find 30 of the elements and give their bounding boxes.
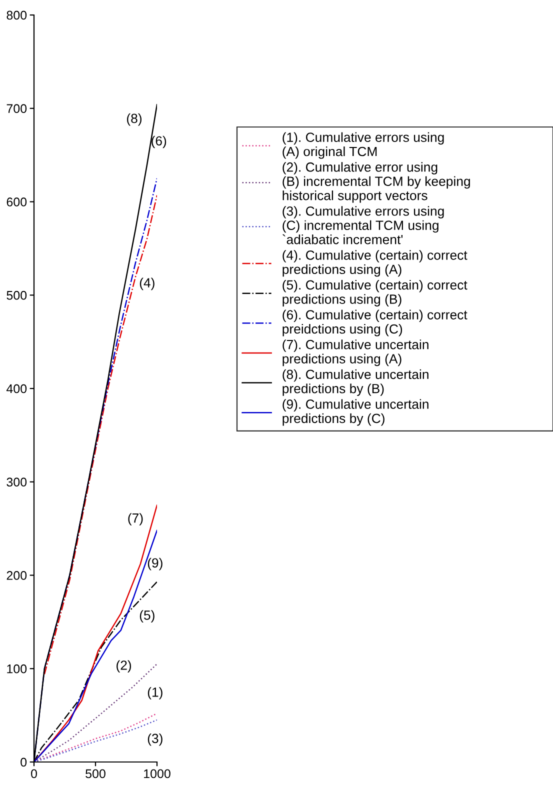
y-tick-label: 600: [6, 198, 27, 206]
y-tick-label: 200: [6, 571, 27, 580]
x-tick-label: 1000: [144, 769, 170, 778]
legend-label: (2). Cumulative error using (B) incremental TCM by keeping historical support vectors: [282, 162, 470, 203]
annotation: (5): [140, 610, 154, 622]
x-tick-label: 0: [31, 769, 37, 778]
legend-label: (7). Cumulative uncertain predictions using (A): [282, 340, 428, 366]
legend-label: (1). Cumulative errors using (A) original TCM: [282, 132, 444, 159]
y-tick-label: 100: [7, 664, 27, 674]
annotation: (7): [128, 513, 143, 526]
y-tick-label: 300: [6, 478, 27, 487]
legend-label: (3). Cumulative errors using (C) incremental TCM using `adiabatic increment': [282, 206, 444, 244]
y-tick-label: 700: [6, 104, 27, 114]
annotation: (6): [152, 136, 166, 148]
legend-label: (9). Cumulative uncertain predictions by (C): [282, 399, 428, 426]
y-tick-label: 800: [6, 10, 27, 20]
annotation: (8): [127, 113, 142, 126]
legend-label: (4). Cumulative (certain) correct predictions using (A): [282, 250, 468, 277]
y-tick-label: 400: [6, 384, 27, 394]
legend-label: (5). Cumulative (certain) correct predictions using (B): [282, 280, 468, 306]
y-tick-label: 0: [20, 758, 27, 767]
annotation: (4): [140, 278, 154, 290]
annotation: (2): [116, 660, 132, 673]
legend-label: (6). Cumulative (certain) correct preidctions using (C): [282, 310, 468, 336]
legend-label: (8). Cumulative uncertain predictions by (B): [282, 369, 428, 396]
y-tick-label: 500: [6, 290, 27, 300]
annotation: (9): [148, 558, 162, 570]
annotation: (1): [148, 687, 162, 700]
x-tick-label: 500: [86, 769, 106, 778]
annotation: (3): [148, 733, 162, 746]
